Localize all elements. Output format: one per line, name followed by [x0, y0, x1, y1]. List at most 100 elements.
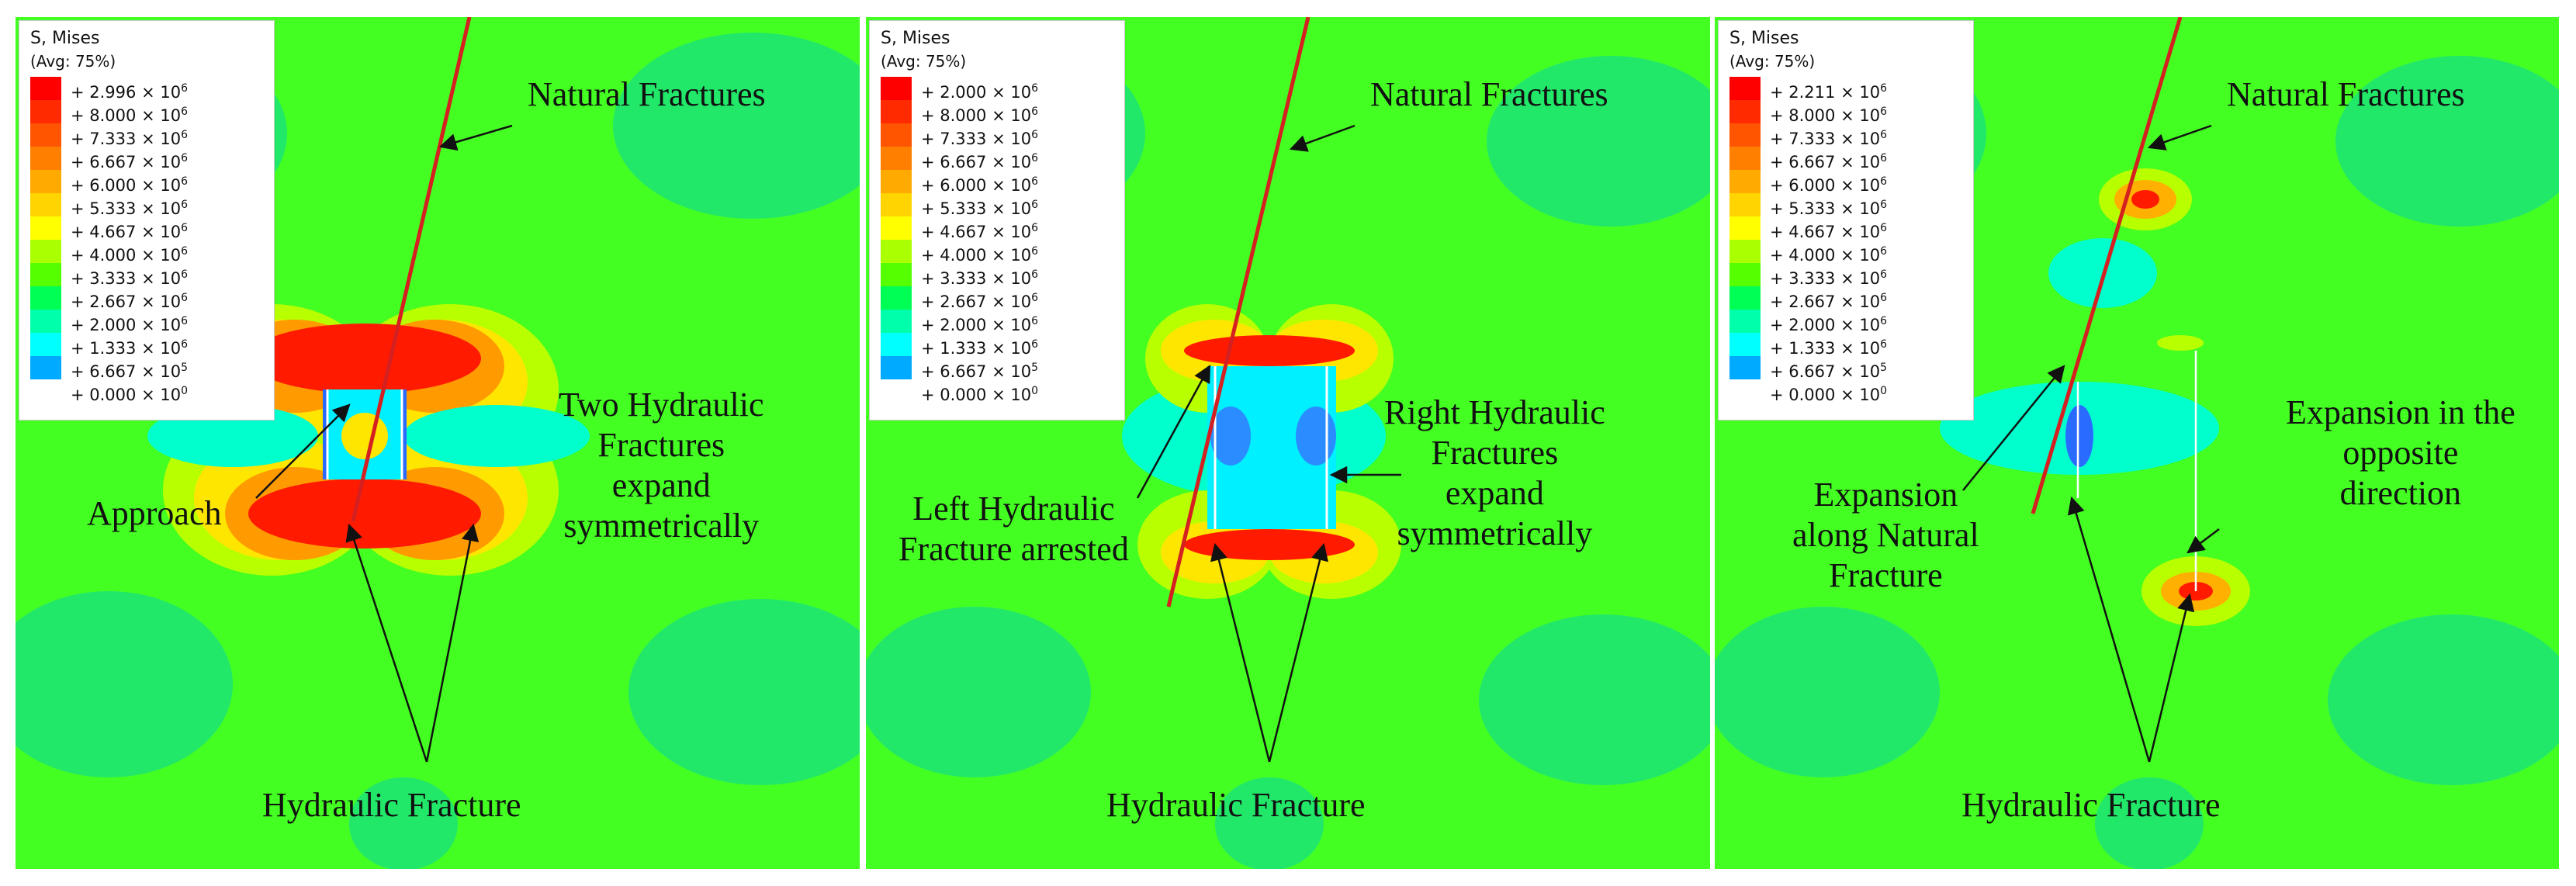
legend-swatch: [30, 123, 61, 147]
legend-swatch: [881, 100, 912, 123]
label-middle: Expansion in the opposite direction: [2286, 393, 2515, 514]
legend-swatch: [30, 333, 61, 356]
legend-row: + 2.667 × 106: [1719, 286, 1975, 311]
legend-title: S, Mises: [30, 29, 100, 48]
label-middle: Right Hydraulic Fractures expand symmetrica…: [1384, 393, 1605, 554]
legend-value: + 4.000 × 106: [71, 245, 188, 265]
label-line: opposite: [2342, 434, 2459, 472]
legend-value: + 0.000 × 100: [71, 385, 188, 404]
label-natural-fractures: Natural Fractures: [2227, 75, 2465, 113]
legend-swatch: [30, 263, 61, 286]
legend-row: + 0.000 × 100: [870, 379, 1126, 404]
legend-row: + 4.000 × 106: [1719, 240, 1975, 265]
legend-row: + 0.000 × 100: [1719, 379, 1975, 404]
legend-row: + 0.000 × 100: [19, 379, 275, 404]
legend-value: + 2.667 × 106: [71, 292, 188, 311]
legend-row: + 7.333 × 106: [1719, 123, 1975, 148]
natural-fracture-line: [351, 17, 472, 522]
legend-row: + 1.333 × 106: [1719, 333, 1975, 358]
legend-row: + 2.211 × 106: [1719, 77, 1975, 102]
legend-value: + 3.333 × 106: [71, 268, 188, 288]
legend-swatch: [881, 216, 912, 240]
label-natural-fractures: Natural Fractures: [1370, 75, 1608, 113]
legend-value: + 0.000 × 100: [1770, 385, 1887, 404]
legend-row: + 6.000 × 106: [19, 170, 275, 195]
legend-value: + 2.996 × 106: [71, 82, 188, 102]
stress-contour-plot: [16, 17, 860, 869]
legend-value: + 8.000 × 106: [1770, 106, 1887, 125]
legend-row: + 7.333 × 106: [19, 123, 275, 148]
legend-row: + 3.333 × 106: [870, 263, 1126, 288]
legend-subtitle: (Avg: 75%): [30, 52, 116, 71]
label-line: Right Hydraulic: [1384, 393, 1605, 431]
legend-row: + 6.667 × 106: [19, 147, 275, 171]
stress-legend: S, Mises (Avg: 75%) + 2.000 × 106 + 8.000…: [869, 20, 1125, 421]
label-line: Expansion: [1813, 476, 1958, 514]
stress-legend: S, Mises (Avg: 75%) + 2.996 × 106 + 8.000…: [19, 20, 275, 421]
legend-subtitle: (Avg: 75%): [881, 52, 967, 71]
legend-row: + 4.000 × 106: [870, 240, 1126, 265]
legend-row: + 6.667 × 105: [19, 356, 275, 381]
legend-row: + 2.667 × 106: [19, 286, 275, 311]
legend-value: + 6.667 × 105: [921, 362, 1038, 381]
legend-value: + 4.667 × 106: [71, 222, 188, 241]
legend-value: + 4.000 × 106: [921, 245, 1038, 265]
legend-swatch: [1729, 333, 1761, 356]
legend-title: S, Mises: [1729, 29, 1799, 48]
legend-row: + 3.333 × 106: [1719, 263, 1975, 288]
legend-value: + 2.211 × 106: [1770, 82, 1887, 102]
label-left-arrested: Left Hydraulic Fracture arrested: [898, 489, 1129, 569]
legend-row: + 1.333 × 106: [19, 333, 275, 358]
legend-swatch: [30, 193, 61, 216]
legend-swatch: [1729, 77, 1761, 100]
label-line: expand: [611, 466, 711, 504]
label-line: Fracture: [1829, 556, 1943, 594]
legend-swatch: [1729, 170, 1761, 193]
legend-value: + 6.000 × 106: [71, 175, 188, 195]
legend-swatch: [1729, 240, 1761, 263]
legend-row: + 5.333 × 106: [19, 193, 275, 218]
label-middle: Two Hydraulic Fractures expand symmetricall…: [559, 385, 764, 546]
legend-swatch: [1729, 123, 1761, 147]
legend-swatch: [1729, 286, 1761, 310]
legend-row: + 4.000 × 106: [19, 240, 275, 265]
legend-row: + 6.667 × 106: [870, 147, 1126, 171]
legend-row: + 3.333 × 106: [19, 263, 275, 288]
legend-swatch: [1729, 216, 1761, 240]
legend-swatch: [881, 240, 912, 263]
legend-value: + 1.333 × 106: [1770, 338, 1887, 358]
legend-swatch: [881, 193, 912, 216]
legend-value: + 3.333 × 106: [1770, 268, 1887, 288]
legend-swatch: [881, 170, 912, 193]
legend-swatch: [881, 286, 912, 310]
label-line: Left Hydraulic: [912, 490, 1115, 528]
label-line: Fractures: [597, 426, 725, 464]
natural-fracture-line: [2031, 17, 2183, 514]
legend-swatch: [30, 100, 61, 123]
legend-row: + 2.000 × 106: [870, 310, 1126, 334]
legend-value: + 7.333 × 106: [71, 129, 188, 148]
legend-row: + 2.996 × 106: [19, 77, 275, 102]
legend-row: + 5.333 × 106: [1719, 193, 1975, 218]
legend-swatch: [1729, 100, 1761, 123]
legend-swatch: [881, 123, 912, 147]
legend-value: + 6.667 × 106: [921, 152, 1038, 171]
legend-value: + 5.333 × 106: [71, 199, 188, 218]
legend-value: + 0.000 × 100: [921, 385, 1038, 404]
legend-value: + 8.000 × 106: [921, 106, 1038, 125]
label-line: direction: [2339, 474, 2462, 512]
legend-swatch: [881, 263, 912, 286]
natural-fracture-line: [1166, 17, 1311, 607]
legend-subtitle: (Avg: 75%): [1729, 52, 1816, 71]
legend-value: + 7.333 × 106: [921, 129, 1038, 148]
legend-swatch: [30, 286, 61, 310]
label-natural-fractures: Natural Fractures: [528, 75, 766, 113]
legend-row: + 6.667 × 106: [1719, 147, 1975, 171]
label-line: Two Hydraulic: [559, 386, 764, 424]
stress-contour-plot: [866, 17, 1710, 869]
label-hydraulic-fracture: Hydraulic Fracture: [262, 786, 521, 824]
label-line: Fractures: [1431, 434, 1559, 472]
legend-row: + 2.000 × 106: [19, 310, 275, 334]
panel-expansion-along-natural-fracture: S, Mises (Avg: 75%) + 2.211 × 106 + 8.000…: [1715, 17, 2559, 869]
legend-value: + 3.333 × 106: [921, 268, 1038, 288]
